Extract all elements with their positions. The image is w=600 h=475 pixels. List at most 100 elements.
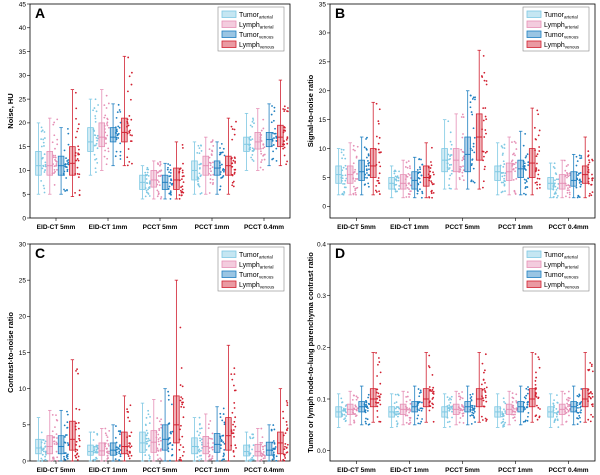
box-body	[98, 442, 106, 456]
data-point	[428, 354, 431, 357]
data-point	[353, 408, 356, 411]
data-point	[127, 416, 129, 419]
data-point	[252, 433, 255, 436]
data-point	[283, 126, 286, 129]
data-point	[525, 387, 528, 390]
data-point	[366, 169, 368, 172]
data-point	[535, 167, 538, 170]
data-point	[252, 119, 255, 121]
data-point	[283, 154, 286, 157]
data-point	[53, 436, 56, 439]
data-point	[470, 111, 473, 113]
data-point	[405, 161, 408, 164]
data-point	[417, 177, 420, 179]
data-point	[537, 397, 540, 400]
data-point	[417, 388, 420, 390]
data-point	[471, 393, 474, 395]
data-point	[393, 172, 396, 175]
data-point	[211, 457, 214, 460]
data-point	[578, 403, 581, 406]
data-point	[376, 405, 379, 408]
data-point	[75, 428, 77, 431]
data-point	[209, 174, 212, 177]
box-group	[225, 117, 237, 195]
data-point	[366, 407, 369, 409]
box-group	[528, 352, 541, 423]
data-point	[419, 422, 422, 425]
y-axis-label: Signal-to-noise ratio	[306, 74, 315, 147]
data-point	[377, 122, 380, 125]
data-point	[251, 158, 254, 161]
data-point	[405, 400, 408, 403]
data-point	[63, 188, 65, 191]
data-point	[564, 412, 567, 415]
data-point	[284, 129, 287, 132]
data-point	[208, 172, 210, 175]
data-point	[66, 160, 69, 162]
data-point	[398, 188, 400, 190]
data-point	[448, 397, 451, 400]
box-group	[202, 136, 215, 195]
data-point	[94, 451, 97, 454]
data-point	[250, 156, 253, 159]
box-group	[254, 108, 266, 171]
data-point	[145, 416, 148, 419]
data-point	[44, 459, 47, 462]
data-point	[431, 388, 434, 391]
data-point	[222, 407, 225, 410]
data-point	[43, 442, 46, 445]
box-group	[35, 417, 47, 462]
box-group	[369, 101, 382, 196]
data-point	[105, 107, 108, 109]
data-point	[262, 168, 264, 171]
data-point	[147, 440, 149, 442]
box-body	[358, 159, 365, 181]
data-point	[418, 395, 421, 398]
data-point	[232, 384, 235, 387]
data-point	[230, 173, 233, 176]
data-point	[119, 158, 122, 160]
data-point	[344, 174, 347, 177]
data-point	[352, 144, 355, 147]
data-point	[429, 170, 432, 173]
data-point	[56, 118, 59, 121]
data-point	[208, 148, 211, 151]
data-point	[43, 137, 46, 139]
data-point	[104, 432, 107, 435]
data-point	[410, 190, 412, 193]
data-point	[75, 422, 78, 425]
data-point	[363, 183, 366, 186]
data-point	[555, 415, 558, 418]
data-point	[116, 130, 118, 133]
data-point	[286, 427, 289, 430]
legend-swatch	[221, 20, 237, 28]
legend-frame	[217, 246, 285, 292]
box-group	[547, 162, 560, 199]
data-point	[555, 178, 558, 181]
data-point	[534, 149, 536, 152]
data-point	[198, 147, 201, 150]
data-point	[95, 136, 98, 139]
data-point	[552, 188, 555, 191]
data-point	[503, 408, 505, 411]
x-tick-label: PCCT 5mm	[143, 224, 178, 231]
data-point	[40, 145, 43, 148]
data-point	[200, 150, 203, 152]
data-point	[273, 428, 276, 431]
data-point	[504, 172, 507, 175]
data-point	[428, 405, 431, 408]
data-point	[536, 418, 539, 421]
data-point	[51, 141, 54, 144]
data-point	[566, 402, 569, 405]
x-tick-label: EID-CT 5mm	[337, 224, 376, 231]
data-point	[231, 411, 234, 414]
data-point	[554, 418, 557, 421]
data-point	[340, 176, 343, 179]
data-point	[374, 148, 377, 151]
data-point	[283, 143, 286, 146]
data-point	[407, 408, 409, 411]
data-point	[169, 175, 172, 177]
data-point	[345, 415, 347, 417]
data-point	[119, 154, 122, 157]
data-point	[117, 132, 120, 135]
